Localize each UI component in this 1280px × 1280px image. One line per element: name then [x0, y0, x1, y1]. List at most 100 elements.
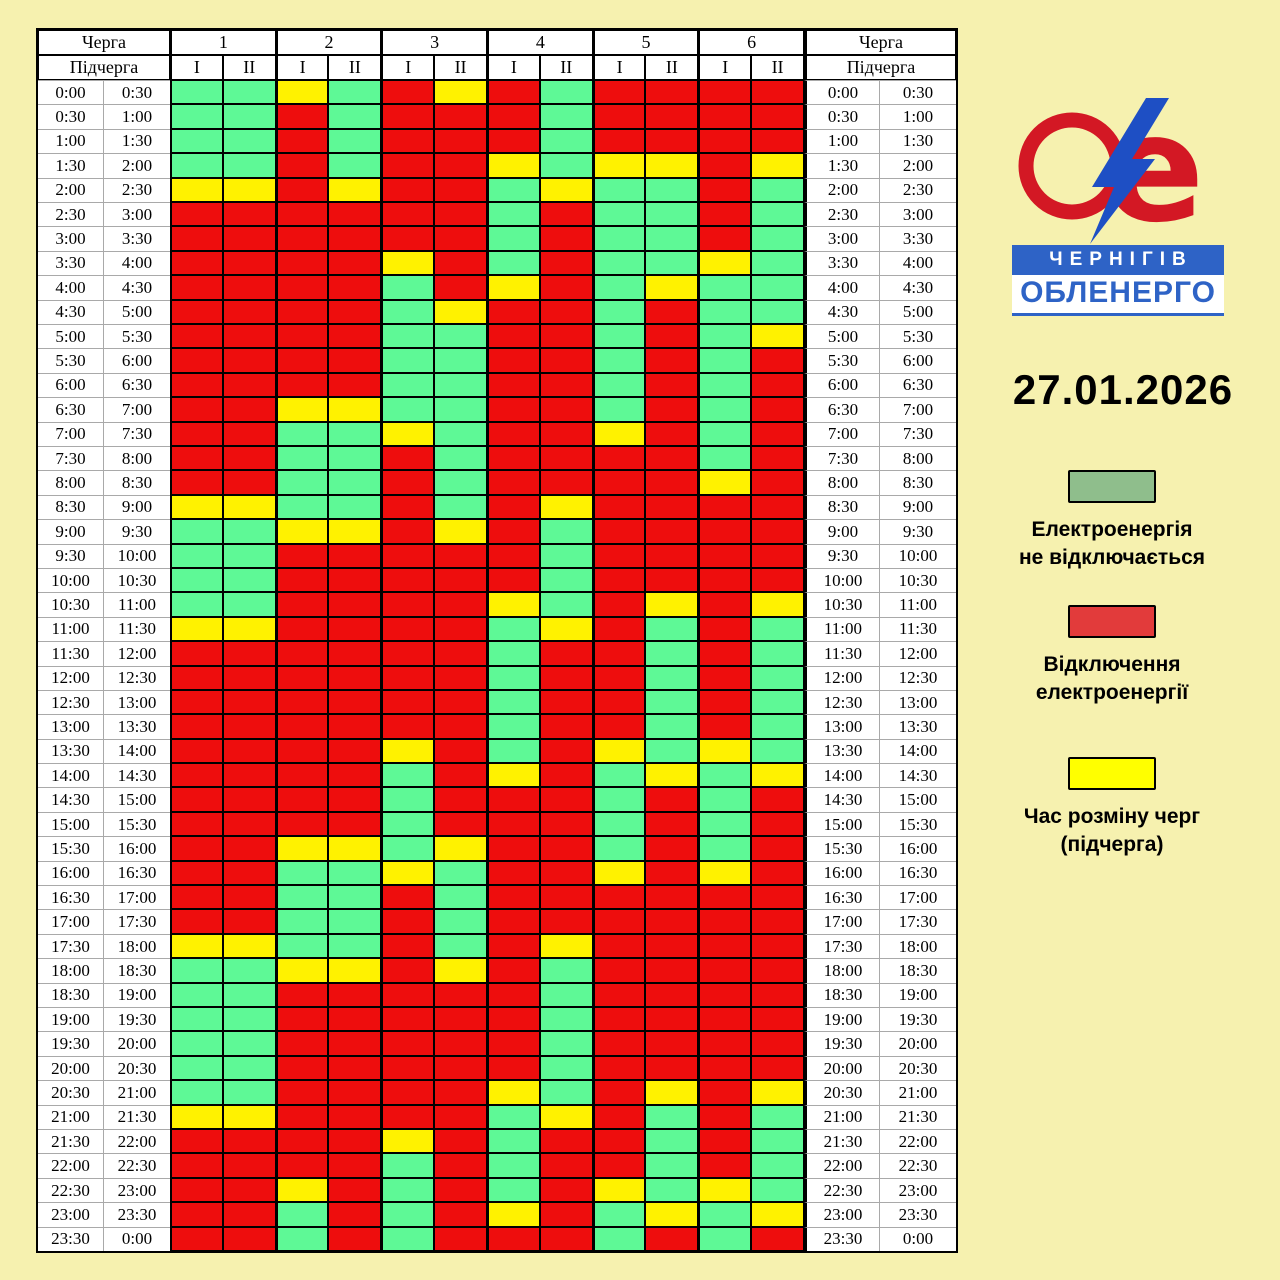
- grid-cell: [645, 543, 699, 568]
- grid-cell: [434, 787, 487, 812]
- time-cell-end: 14:00: [879, 738, 956, 764]
- grid-cell: [222, 153, 276, 178]
- grid-cell: [170, 885, 223, 910]
- grid-cell: [698, 348, 752, 373]
- grid-cell: [645, 567, 699, 593]
- grid-cell: [645, 421, 699, 446]
- grid-cell: [486, 567, 540, 593]
- grid-cell: [381, 543, 435, 568]
- grid-cell: [751, 1202, 804, 1227]
- grid-cell: [275, 445, 329, 471]
- grid-cell: [486, 616, 540, 642]
- grid-cell: [170, 201, 223, 227]
- grid-cell: [328, 275, 382, 300]
- grid-cell: [592, 933, 646, 959]
- grid-cell: [645, 714, 699, 739]
- grid-cell: [486, 787, 540, 812]
- grid-cell: [328, 104, 382, 129]
- legend-text: Час розміну черг: [1023, 805, 1201, 828]
- grid-cell: [381, 567, 435, 593]
- grid-cell: [645, 836, 699, 861]
- grid-cell: [698, 519, 752, 544]
- grid-cell: [381, 1031, 435, 1056]
- time-cell-start: 5:30: [38, 348, 104, 373]
- time-cell-end: 5:30: [879, 323, 956, 349]
- time-cell-start: 4:30: [803, 299, 880, 324]
- time-cell-start: 14:30: [38, 787, 104, 812]
- grid-cell: [222, 1177, 276, 1203]
- grid-cell: [170, 299, 223, 324]
- grid-cell: [328, 1177, 382, 1203]
- grid-cell: [275, 275, 329, 300]
- grid-cell: [434, 323, 487, 349]
- grid-cell: [645, 494, 699, 520]
- grid-cell: [434, 958, 487, 983]
- grid-cell: [486, 860, 540, 886]
- time-cell-start: 6:30: [803, 397, 880, 422]
- grid-cell: [645, 738, 699, 764]
- grid-cell: [539, 1202, 593, 1227]
- grid-cell: [539, 689, 593, 715]
- grid-cell: [698, 104, 752, 129]
- grid-cell: [592, 104, 646, 129]
- grid-cell: [645, 885, 699, 910]
- grid-cell: [275, 80, 329, 105]
- grid-cell: [751, 958, 804, 983]
- time-cell-start: 9:00: [803, 519, 880, 544]
- grid-cell: [645, 811, 699, 837]
- time-cell-start: 7:30: [38, 445, 104, 471]
- grid-cell: [698, 689, 752, 715]
- time-cell-start: 7:30: [803, 445, 880, 471]
- grid-cell: [170, 763, 223, 788]
- time-cell-end: 0:30: [879, 80, 956, 105]
- grid-cell: [434, 250, 487, 276]
- time-cell-end: 8:30: [879, 470, 956, 495]
- grid-cell: [698, 226, 752, 251]
- time-cell-start: 13:00: [38, 714, 104, 739]
- grid-cell: [751, 104, 804, 129]
- grid-cell: [381, 1153, 435, 1178]
- grid-cell: [698, 641, 752, 666]
- grid-cell: [381, 128, 435, 154]
- grid-cell: [539, 1080, 593, 1105]
- grid-cell: [275, 348, 329, 373]
- time-cell-start: 14:00: [38, 763, 104, 788]
- grid-cell: [434, 519, 487, 544]
- grid-cell: [275, 933, 329, 959]
- grid-cell: [222, 372, 276, 398]
- time-cell-end: 19:00: [104, 982, 170, 1008]
- time-cell-end: 1:30: [879, 128, 956, 154]
- grid-cell: [434, 714, 487, 739]
- grid-cell: [592, 714, 646, 739]
- time-cell-end: 13:00: [104, 689, 170, 715]
- grid-cell: [645, 763, 699, 788]
- time-cell-end: 10:30: [104, 567, 170, 593]
- grid-cell: [486, 470, 540, 495]
- grid-cell: [381, 1226, 435, 1251]
- time-cell-end: 23:00: [104, 1177, 170, 1203]
- time-cell-start: 11:30: [38, 641, 104, 666]
- legend-label-outage: Відключення електроенергії: [972, 651, 1252, 707]
- time-cell-end: 3:00: [879, 201, 956, 227]
- time-cell-start: 22:30: [38, 1177, 104, 1203]
- grid-cell: [539, 616, 593, 642]
- legend-text: електроенергії: [1035, 680, 1189, 704]
- grid-cell: [539, 80, 593, 105]
- grid-cell: [539, 787, 593, 812]
- grid-cell: [751, 665, 804, 690]
- grid-cell: [381, 1007, 435, 1032]
- grid-cell: [434, 836, 487, 861]
- grid-cell: [170, 250, 223, 276]
- grid-cell: [539, 738, 593, 764]
- grid-cell: [170, 567, 223, 593]
- grid-cell: [486, 397, 540, 422]
- grid-cell: [645, 275, 699, 300]
- grid-cell: [751, 1080, 804, 1105]
- grid-cell: [539, 714, 593, 739]
- time-cell-end: 9:30: [879, 519, 956, 544]
- grid-cell: [698, 1080, 752, 1105]
- time-cell-start: 22:00: [38, 1153, 104, 1178]
- grid-cell: [645, 982, 699, 1008]
- grid-cell: [381, 470, 435, 495]
- grid-cell: [486, 323, 540, 349]
